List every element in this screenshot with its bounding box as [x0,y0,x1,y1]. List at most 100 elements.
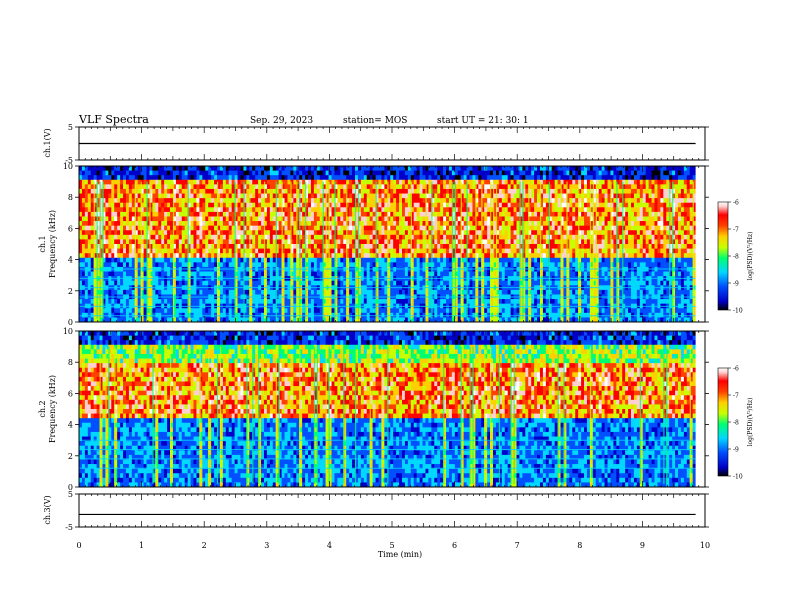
spectrogram-cell [131,244,136,249]
spectrogram-cell [219,289,224,295]
spectrogram-cell [187,299,191,305]
spectrogram-cell [404,193,409,199]
spectrogram-cell [193,211,197,217]
spectrogram-cell [102,253,106,259]
spectrogram-cell [419,193,423,199]
spectrogram-cell [343,184,347,190]
spectrogram-cell [93,166,98,171]
spectrogram-cell [249,257,253,263]
spectrogram-cell [158,262,162,268]
spectrogram-cell [466,234,470,240]
spectrogram-cell [105,207,109,213]
spectrogram-cell [299,244,303,249]
spectrogram-cell [228,202,233,208]
spectrogram-cell [428,188,432,194]
spectrogram-cell [381,225,385,231]
spectrogram-cell [243,193,247,199]
spectrogram-cell [399,289,403,295]
spectrogram-cell [205,257,209,263]
spectrogram-cell [281,271,285,277]
spectrogram-cell [437,202,441,208]
spectrogram-cell [287,184,291,190]
spectrogram-cell [337,262,341,268]
spectrogram-cell [387,166,391,171]
spectrogram-cell [137,225,142,231]
spectrogram-cell [108,221,112,227]
spectrogram-cell [472,317,476,323]
spectrogram-cell [387,221,391,227]
spectrogram-cell [90,166,95,171]
spectrogram-cell [117,184,121,190]
spectrogram-cell [237,221,241,227]
spectrogram-cell [231,207,236,213]
spectrogram-cell [149,202,153,208]
spectrogram-cell [102,225,106,231]
spectrogram-cell [108,248,112,254]
spectrogram-cell [255,244,259,249]
spectrogram-cell [225,175,230,181]
spectrogram-cell [331,253,335,259]
spectrogram-cell [443,253,447,259]
spectrogram-cell [443,289,447,295]
spectrogram-cell [349,271,353,277]
spectrogram-cell [287,188,291,194]
spectrogram-cell [225,299,230,305]
spectrogram-cell [123,221,127,227]
spectrogram-cell [372,239,376,245]
spectrogram-cell [90,211,95,217]
spectrogram-cell [401,179,406,185]
spectrogram-cell [199,234,203,240]
spectrogram-cell [443,202,447,208]
spectrogram-cell [231,179,236,185]
spectrogram-cell [451,271,456,277]
spectrogram-cell [246,299,250,305]
spectrogram-cell [378,193,382,199]
spectrogram-cell [269,280,274,286]
spectrogram-cell [222,207,227,213]
spectrogram-cell [190,216,194,222]
spectrogram-cell [178,221,183,227]
spectrogram-cell [381,234,385,240]
spectrogram-cell [399,193,403,199]
spectrogram-cell [454,193,459,199]
spectrogram-cell [460,230,465,236]
spectrogram-cell [184,202,189,208]
spectrogram-cell [96,225,100,231]
spectrogram-cell [155,193,159,199]
spectrogram-cell [410,299,415,305]
spectrogram-cell [217,216,221,222]
spectrogram-cell [469,170,473,176]
spectrogram-cell [401,262,406,268]
spectrogram-cell [454,262,459,268]
spectrogram-cell [275,248,280,254]
spectrogram-cell [281,225,285,231]
spectrogram-cell [416,207,421,213]
spectrogram-cell [313,262,318,268]
sferic-stripe [325,181,327,319]
spectrogram-cell [416,253,421,259]
spectrogram-cell [346,202,350,208]
spectrogram-cell [293,257,297,263]
spectrogram-cell [190,221,194,227]
spectrogram-cell [352,170,356,176]
spectrogram-cell [469,188,473,194]
spectrogram-cell [352,317,356,323]
spectrogram-cell [313,225,318,231]
spectrogram-cell [152,271,156,277]
spectrogram-cell [170,211,174,217]
spectrogram-cell [296,257,300,263]
spectrogram-cell [172,216,177,222]
spectrogram-cell [310,198,315,204]
spectrogram-cell [419,166,423,171]
spectrogram-cell [164,202,168,208]
spectrogram-cell [355,193,359,199]
spectrogram-cell [310,216,315,222]
spectrogram-cell [178,170,183,176]
spectrogram-cell [290,289,294,295]
spectrogram-cell [134,317,139,323]
spectrogram-cell [214,175,218,181]
spectrogram-cell [346,299,350,305]
spectrogram-cell [437,179,441,185]
spectrogram-cell [211,289,215,295]
